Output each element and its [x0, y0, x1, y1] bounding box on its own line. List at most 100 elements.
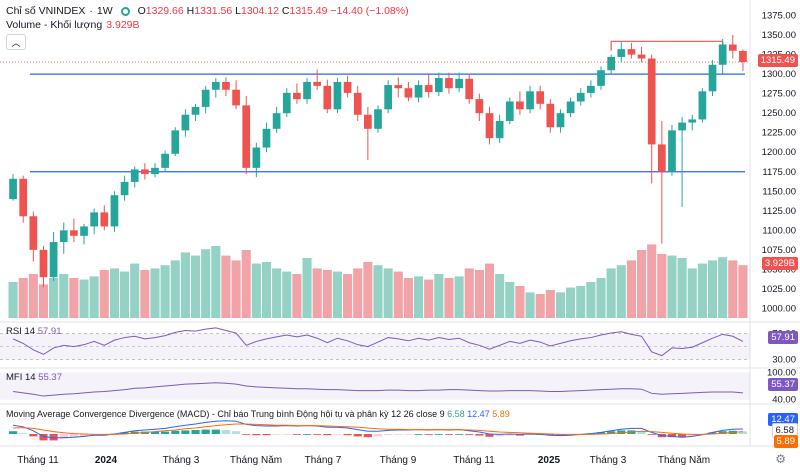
- candle-body: [313, 81, 322, 86]
- time-tick-label: Tháng 3: [163, 455, 200, 466]
- volume-bar: [272, 268, 282, 318]
- candle-body: [100, 212, 109, 227]
- price-tick-label: 1300.00: [762, 69, 796, 80]
- macd-line: [12, 420, 743, 439]
- macd-hist-value: 6.58: [447, 409, 465, 419]
- volume-bar: [403, 278, 413, 318]
- volume-bar: [190, 255, 201, 318]
- volume-bar: [626, 260, 636, 318]
- macd-histogram-bar: [79, 434, 89, 437]
- candles[interactable]: [9, 35, 747, 288]
- price-tick-label: 1125.00: [762, 206, 796, 217]
- candle-body: [597, 70, 605, 86]
- candle-body: [394, 85, 403, 89]
- volume-bar: [667, 255, 677, 318]
- symbol-legend[interactable]: Chỉ số VNINDEX · 1W O1329.66 H1331.56 L1…: [6, 5, 409, 17]
- candle-body: [282, 92, 291, 114]
- rsi-pane: 70.0030.00: [0, 327, 796, 366]
- rsi-line: [12, 327, 744, 357]
- macd-histogram-bar: [302, 434, 312, 435]
- candle-body: [576, 92, 585, 102]
- grid: [0, 0, 800, 447]
- mfi-legend[interactable]: MFI 14 55.37: [6, 372, 62, 383]
- mfi-pane: 100.00 40.00: [0, 367, 796, 406]
- macd-histogram-bar: [455, 434, 464, 435]
- macd-histogram-bar: [272, 434, 281, 435]
- candle-body: [272, 113, 281, 129]
- macd-histogram-bar: [181, 430, 190, 434]
- signal-tag: 5.89: [773, 435, 798, 448]
- collapse-legend-button[interactable]: ︿: [6, 34, 26, 50]
- last-price-tag: 1315.49: [757, 54, 798, 67]
- macd-histogram-bar: [191, 430, 200, 434]
- candle-body: [374, 109, 382, 129]
- macd-signal-value: 5.89: [492, 409, 510, 419]
- macd-histogram-bar: [49, 434, 58, 441]
- candle-body: [252, 147, 261, 168]
- volume-bar: [89, 276, 99, 318]
- candle-body: [323, 85, 332, 110]
- candle-body: [505, 101, 514, 121]
- volume-bar: [616, 265, 626, 318]
- volume-bar: [353, 268, 363, 318]
- macd-histogram-bar: [363, 434, 372, 438]
- candle-body: [718, 44, 727, 65]
- macd-histogram-bar: [505, 434, 514, 436]
- volume-bar: [383, 268, 393, 318]
- candle-body: [668, 130, 676, 172]
- time-tick-label: Tháng 3: [590, 455, 627, 466]
- candle-body: [404, 88, 413, 98]
- macd-histogram-bar: [9, 431, 18, 434]
- time-tick-label: Tháng 7: [305, 455, 342, 466]
- rsi-tag: 57.91: [768, 331, 798, 344]
- macd-value: 12.47: [467, 409, 490, 419]
- macd-legend[interactable]: Moving Average Convergence Divergence (M…: [6, 409, 510, 419]
- candle-body: [455, 78, 463, 89]
- candle-body: [364, 114, 372, 129]
- candle-body: [90, 212, 99, 227]
- price-tick-label: 1275.00: [762, 89, 796, 100]
- gear-icon[interactable]: ⚙: [775, 452, 786, 466]
- volume-bar: [140, 270, 150, 318]
- volume-bar: [363, 262, 373, 318]
- rsi-legend[interactable]: RSI 14 57.91: [6, 326, 62, 337]
- macd-tag: 12.47: [768, 413, 798, 426]
- mfi-tick-label: 100.00: [767, 367, 796, 378]
- volume-bar: [718, 257, 728, 318]
- volume-bar: [505, 282, 515, 318]
- candle-body: [485, 113, 494, 139]
- time-tick-label: Tháng Năm: [230, 455, 282, 466]
- volume-bar: [332, 271, 343, 318]
- rsi-value: 57.91: [37, 326, 62, 337]
- candle-body: [637, 54, 646, 59]
- candle-body: [222, 81, 230, 90]
- volume-bar: [170, 260, 180, 318]
- macd-histogram-bar: [232, 431, 241, 434]
- candle-body: [293, 92, 301, 100]
- macd-histogram-bar: [29, 434, 38, 437]
- volume-legend[interactable]: Volume - Khối lượng 3.929B: [6, 19, 140, 31]
- volume-bar: [484, 263, 495, 318]
- volume-bar: [515, 286, 525, 318]
- candle-body: [678, 122, 686, 131]
- macd-histogram-bar: [475, 434, 484, 436]
- candle-body: [120, 181, 129, 196]
- candle-body: [647, 58, 656, 145]
- volume-bar: [69, 278, 79, 318]
- volume-bar: [454, 276, 464, 318]
- macd-histogram-bar: [424, 434, 433, 435]
- volume-bar: [28, 274, 38, 318]
- volume-bar: [99, 270, 109, 318]
- macd-histogram-bar: [546, 434, 555, 436]
- mfi-band: [0, 372, 750, 400]
- symbol-title: Chỉ số VNINDEX: [6, 5, 86, 17]
- candle-body: [556, 113, 565, 128]
- volume-bar: [596, 278, 606, 318]
- volume-bar: [302, 258, 312, 318]
- candle-body: [59, 230, 68, 243]
- candle-body: [546, 103, 555, 128]
- volume-bar: [8, 282, 18, 318]
- volume-bar: [79, 279, 89, 318]
- candle-body: [70, 230, 78, 236]
- macd-histogram-bar: [617, 430, 626, 434]
